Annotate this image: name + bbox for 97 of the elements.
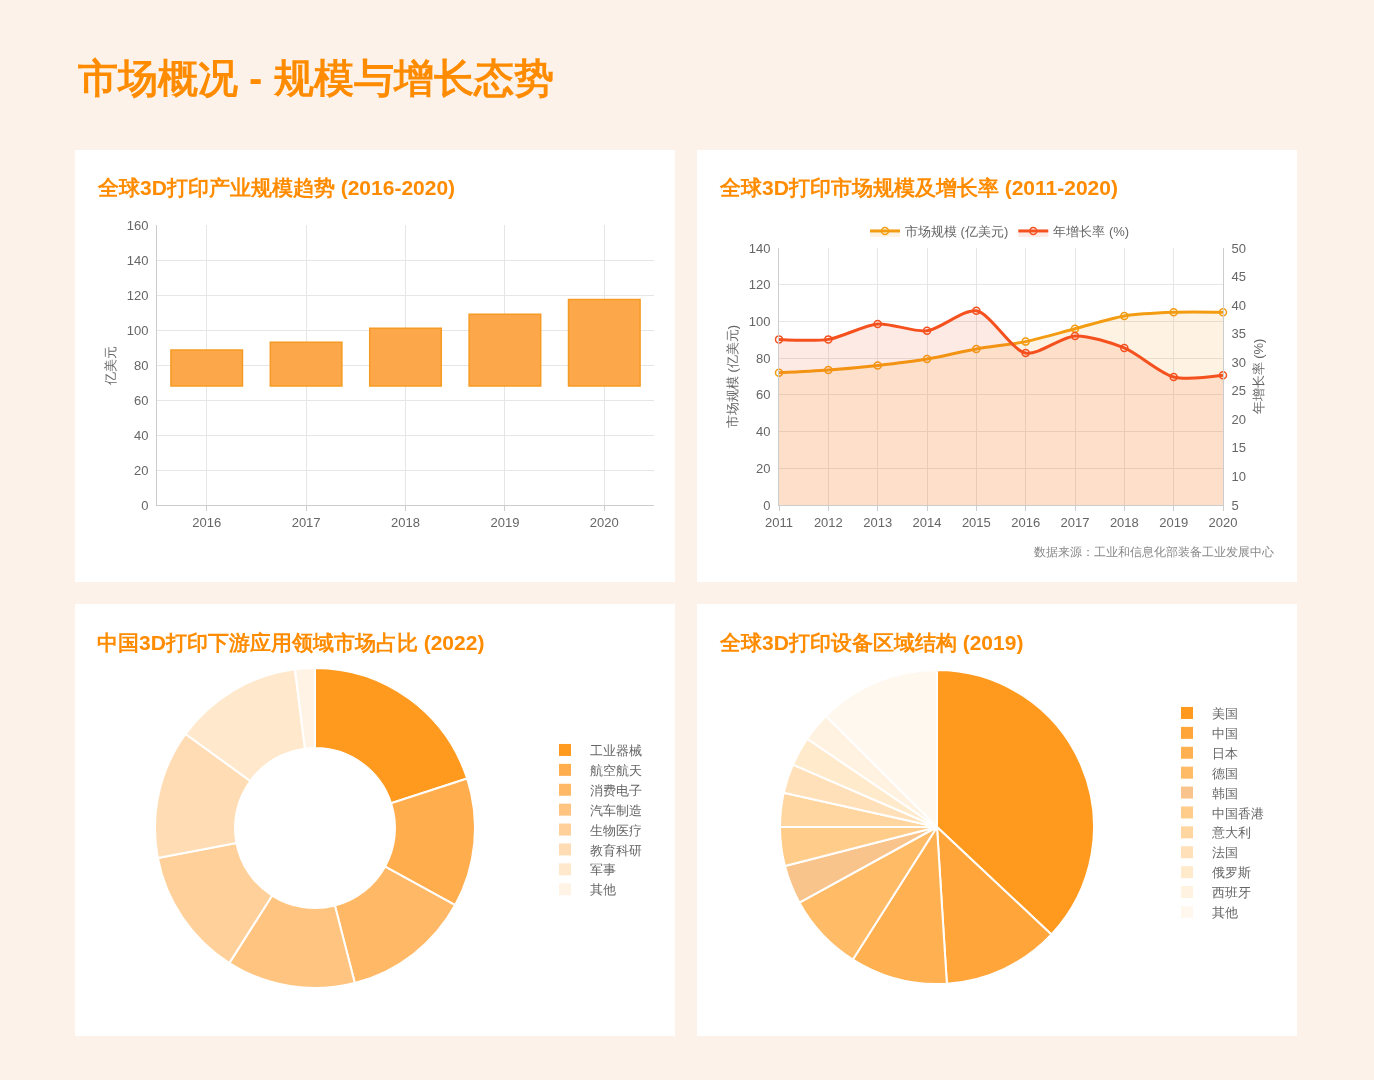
y-tick-label: 40 (755, 424, 771, 440)
point (1070, 331, 1080, 341)
point (1120, 311, 1129, 321)
x-tick-label: 2011 (765, 514, 793, 530)
legend-label: 教育科研 (590, 842, 642, 858)
x-tick-label: 2012 (813, 514, 843, 530)
y-tick-label: 20 (755, 460, 771, 476)
y-tick-label: 40 (133, 427, 149, 443)
y2-tick-label: 5 (1231, 497, 1239, 513)
y-tick-label: 100 (748, 313, 771, 329)
y-tick-label: 0 (763, 497, 771, 513)
y2-tick-label: 45 (1231, 269, 1247, 285)
x-tick-label: 2019 (1159, 514, 1189, 530)
point (1120, 343, 1129, 353)
chart-title: 全球3D打印市场规模及增长率 (2011-2020) (719, 176, 1118, 199)
legend-label: 西班牙 (1212, 885, 1251, 901)
text: 市场概况 - 规模与增长态势 (77, 56, 554, 100)
legend-label: 其他 (1212, 905, 1238, 921)
point (1070, 324, 1080, 334)
x-tick-label: 2016 (192, 514, 222, 530)
y-tick-label: 100 (126, 322, 149, 338)
bar (567, 298, 641, 387)
point (824, 365, 833, 375)
y2-tick-label: 10 (1231, 468, 1247, 484)
x-tick-label: 2017 (1060, 514, 1090, 530)
y2-tick-label: 35 (1231, 326, 1247, 342)
legend-label: 中国香港 (1212, 805, 1264, 821)
chart-title: 中国3D打印下游应用领域市场占比 (2022) (97, 631, 485, 654)
y2-tick-label: 30 (1231, 354, 1247, 370)
bar (368, 327, 443, 387)
y2-tick-label: 25 (1231, 383, 1247, 399)
legend-label: 美国 (1212, 706, 1238, 722)
point (873, 319, 882, 329)
x-tick-label: 2014 (912, 514, 942, 530)
source-note: 数据来源：工业和信息化部装备工业发展中心 (1034, 545, 1274, 559)
x-tick-label: 2019 (490, 514, 520, 530)
legend-label: 市场规模 (亿美元) (905, 224, 1009, 240)
x-tick-label: 2018 (391, 514, 420, 530)
legend-label: 工业器械 (590, 743, 642, 759)
bar (170, 349, 244, 387)
y2-tick-label: 40 (1231, 297, 1247, 313)
point (774, 368, 784, 378)
y2-tick-label: 20 (1231, 411, 1247, 427)
legend-label: 韩国 (1212, 785, 1238, 801)
legend-label: 意大利 (1211, 825, 1251, 841)
point (824, 335, 833, 344)
y-tick-label: 0 (141, 497, 149, 513)
y2-axis-title: 年增长率 (%) (1250, 338, 1266, 415)
y-tick-label: 80 (755, 350, 771, 366)
y-tick-label: 60 (133, 392, 149, 408)
point (1021, 337, 1030, 346)
x-tick-label: 2016 (1011, 514, 1041, 530)
y-tick-label: 140 (748, 240, 771, 256)
point (922, 326, 932, 336)
legend-label: 德国 (1212, 765, 1238, 781)
legend-label: 汽车制造 (590, 802, 642, 818)
y-tick-label: 120 (126, 287, 149, 303)
legend-label: 法国 (1212, 845, 1238, 861)
legend-label: 中国 (1212, 725, 1238, 741)
y-tick-label: 120 (748, 277, 771, 293)
point (972, 306, 981, 316)
y-tick-label: 80 (133, 357, 149, 373)
y-tick-label: 60 (755, 387, 771, 403)
chart-title: 全球3D打印产业规模趋势 (2016-2020) (97, 176, 456, 199)
legend-label: 军事 (590, 862, 616, 878)
y-tick-label: 140 (126, 252, 149, 268)
y2-tick-label: 50 (1231, 240, 1247, 256)
x-tick-label: 2020 (1208, 514, 1238, 530)
legend-label: 年增长率 (%) (1053, 224, 1130, 240)
legend-label: 俄罗斯 (1212, 865, 1251, 881)
x-tick-label: 2018 (1109, 514, 1139, 530)
point (922, 354, 932, 364)
chart-title: 全球3D打印设备区域结构 (2019) (719, 631, 1024, 654)
y2-tick-label: 15 (1231, 440, 1247, 456)
point (1169, 308, 1178, 317)
x-tick-label: 2013 (863, 514, 893, 530)
legend-label: 消费电子 (590, 782, 642, 798)
bar (468, 313, 542, 387)
legend-label: 航空航天 (590, 762, 642, 778)
point (1021, 348, 1030, 358)
legend-label: 其他 (590, 882, 616, 898)
legend-label: 生物医疗 (590, 822, 642, 838)
y-tick-label: 160 (126, 217, 149, 233)
point (972, 344, 981, 354)
x-tick-label: 2020 (589, 514, 619, 530)
point (1218, 308, 1228, 317)
bar (269, 341, 343, 387)
y-tick-label: 20 (133, 462, 149, 478)
legend-label: 日本 (1212, 745, 1238, 761)
y-axis-title: 亿美元 (102, 345, 118, 386)
y-axis-title: 市场规模 (亿美元) (724, 324, 740, 429)
point (1169, 372, 1178, 382)
x-tick-label: 2015 (961, 514, 991, 530)
x-tick-label: 2017 (291, 514, 321, 530)
point (1218, 371, 1228, 380)
point (873, 361, 882, 370)
point (774, 335, 784, 344)
